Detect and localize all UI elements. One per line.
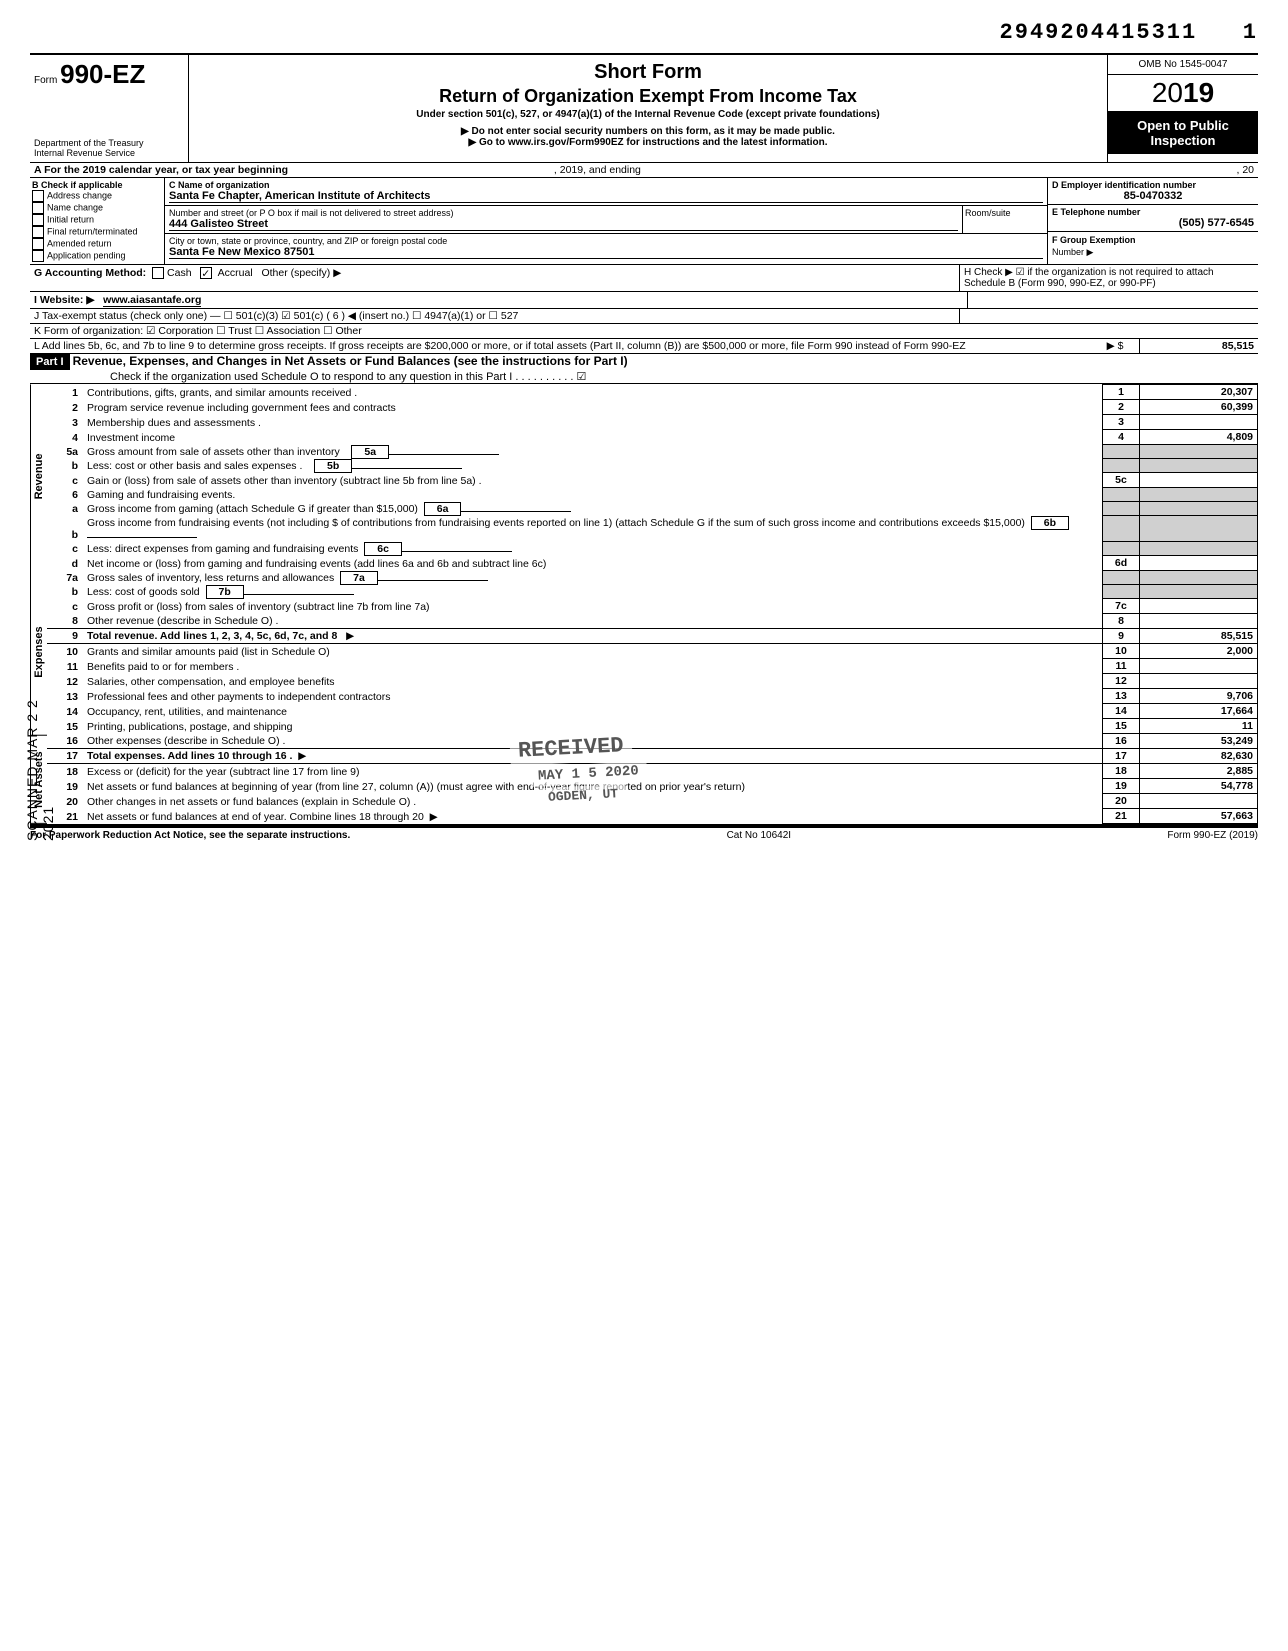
line-19: 19Net assets or fund balances at beginni… xyxy=(47,779,1258,794)
dept-irs: Internal Revenue Service xyxy=(34,148,184,158)
line-7c: cGross profit or (loss) from sales of in… xyxy=(47,599,1258,614)
dept-treasury: Department of the Treasury xyxy=(34,138,184,148)
line-6d: dNet income or (loss) from gaming and fu… xyxy=(47,556,1258,571)
line-8: 8Other revenue (describe in Schedule O) … xyxy=(47,614,1258,629)
omb-number: OMB No 1545-0047 xyxy=(1108,55,1258,75)
doc-locator-number: 2949204415311 1 xyxy=(30,20,1258,45)
line-6b: bGross income from fundraising events (n… xyxy=(47,516,1258,542)
line-21: 21Net assets or fund balances at end of … xyxy=(47,809,1258,824)
side-revenue: Revenue xyxy=(30,384,47,569)
row-l: L Add lines 5b, 6c, and 7b to line 9 to … xyxy=(30,339,1091,353)
line-13: 13Professional fees and other payments t… xyxy=(47,689,1258,704)
line-5b: bLess: cost or other basis and sales exp… xyxy=(47,459,1258,473)
line-20: 20Other changes in net assets or fund ba… xyxy=(47,794,1258,809)
line-3: 3Membership dues and assessments .3 xyxy=(47,415,1258,430)
line-1: 1Contributions, gifts, grants, and simil… xyxy=(47,385,1258,400)
footer: For Paperwork Reduction Act Notice, see … xyxy=(30,826,1258,841)
line-6a: aGross income from gaming (attach Schedu… xyxy=(47,502,1258,516)
tax-year: 2019 xyxy=(1108,75,1258,112)
line-17: 17Total expenses. Add lines 10 through 1… xyxy=(47,749,1258,764)
line-16: 16Other expenses (describe in Schedule O… xyxy=(47,734,1258,749)
line-11: 11Benefits paid to or for members .11 xyxy=(47,659,1258,674)
subtitle-code: Under section 501(c), 527, or 4947(a)(1)… xyxy=(197,109,1099,120)
line-10: 10Grants and similar amounts paid (list … xyxy=(47,644,1258,659)
title-return: Return of Organization Exempt From Incom… xyxy=(197,86,1099,107)
row-i: I Website: ▶ www.aiasantafe.org xyxy=(30,292,967,308)
subtitle-ssn: ▶ Do not enter social security numbers o… xyxy=(197,126,1099,137)
row-g: G Accounting Method: Cash ✓ Accrual Othe… xyxy=(30,265,959,291)
form-header: Form 990-EZ Department of the Treasury I… xyxy=(30,53,1258,163)
line-18: 18Excess or (deficit) for the year (subt… xyxy=(47,764,1258,779)
row-k: K Form of organization: ☑ Corporation ☐ … xyxy=(30,324,366,338)
box-def: D Employer identification number 85-0470… xyxy=(1047,178,1258,264)
box-c: C Name of organization Santa Fe Chapter,… xyxy=(165,178,1047,264)
title-short-form: Short Form xyxy=(197,61,1099,84)
line-7b: bLess: cost of goods sold 7b xyxy=(47,585,1258,599)
line-9: 9Total revenue. Add lines 1, 2, 3, 4, 5c… xyxy=(47,629,1258,644)
row-a: A For the 2019 calendar year, or tax yea… xyxy=(30,163,1258,178)
line-15: 15Printing, publications, postage, and s… xyxy=(47,719,1258,734)
line-2: 2Program service revenue including gover… xyxy=(47,400,1258,415)
line-5a: 5aGross amount from sale of assets other… xyxy=(47,445,1258,459)
line-4: 4Investment income44,809 xyxy=(47,430,1258,445)
side-netassets: Net Assets xyxy=(30,736,47,824)
line-12: 12Salaries, other compensation, and empl… xyxy=(47,674,1258,689)
part1-header: Part I Revenue, Expenses, and Changes in… xyxy=(30,354,1258,384)
row-h: H Check ▶ ☑ if the organization is not r… xyxy=(959,265,1258,291)
row-l-amount: 85,515 xyxy=(1139,339,1258,353)
subtitle-url: ▶ Go to www.irs.gov/Form990EZ for instru… xyxy=(197,137,1099,148)
line-14: 14Occupancy, rent, utilities, and mainte… xyxy=(47,704,1258,719)
line-5c: cGain or (loss) from sale of assets othe… xyxy=(47,473,1258,488)
side-expenses: Expenses xyxy=(30,569,47,736)
open-to-public: Open to PublicInspection xyxy=(1108,112,1258,154)
line-6: 6Gaming and fundraising events. xyxy=(47,488,1258,502)
box-b: B Check if applicable Address change Nam… xyxy=(30,178,165,264)
row-j: J Tax-exempt status (check only one) — ☐… xyxy=(30,309,959,323)
form-number: Form 990-EZ xyxy=(34,59,184,90)
line-7a: 7aGross sales of inventory, less returns… xyxy=(47,571,1258,585)
line-6c: cLess: direct expenses from gaming and f… xyxy=(47,542,1258,556)
